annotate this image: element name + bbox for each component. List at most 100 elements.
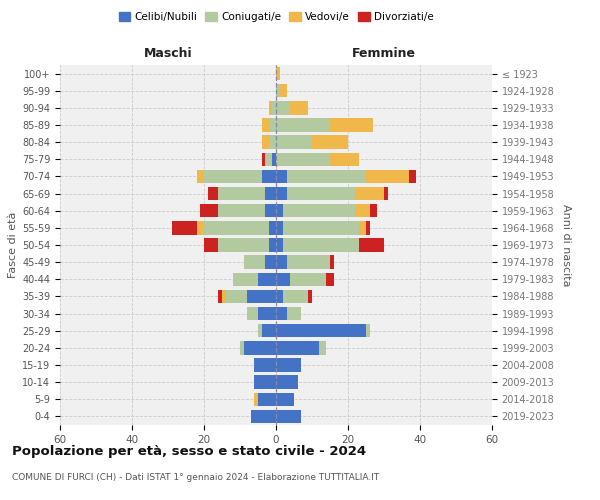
Bar xyxy=(269,221,276,234)
Bar xyxy=(276,101,290,114)
Bar xyxy=(283,238,359,252)
Bar xyxy=(276,272,290,286)
Bar xyxy=(218,238,269,252)
Bar xyxy=(276,324,366,338)
Bar xyxy=(287,307,301,320)
Text: Femmine: Femmine xyxy=(352,47,416,60)
Bar xyxy=(276,290,283,303)
Bar xyxy=(276,67,280,80)
Bar xyxy=(272,101,276,114)
Bar xyxy=(276,376,298,389)
Bar xyxy=(218,290,222,303)
Bar xyxy=(247,307,258,320)
Bar xyxy=(366,324,370,338)
Bar xyxy=(276,187,287,200)
Text: Maschi: Maschi xyxy=(143,47,193,60)
Bar xyxy=(409,170,416,183)
Bar xyxy=(283,221,359,234)
Bar xyxy=(262,118,269,132)
Bar xyxy=(276,204,283,218)
Bar xyxy=(290,101,308,114)
Bar xyxy=(262,136,269,149)
Bar xyxy=(312,136,348,149)
Bar xyxy=(204,170,262,183)
Bar xyxy=(204,238,218,252)
Bar xyxy=(254,358,276,372)
Bar xyxy=(265,256,276,269)
Bar xyxy=(265,187,276,200)
Bar xyxy=(240,341,244,354)
Bar xyxy=(251,410,276,423)
Bar xyxy=(276,238,283,252)
Bar xyxy=(330,152,359,166)
Bar xyxy=(276,392,294,406)
Bar xyxy=(283,290,308,303)
Bar xyxy=(269,118,276,132)
Bar xyxy=(308,290,312,303)
Bar xyxy=(247,290,276,303)
Bar xyxy=(276,170,287,183)
Y-axis label: Anni di nascita: Anni di nascita xyxy=(561,204,571,286)
Bar xyxy=(276,136,312,149)
Bar xyxy=(287,187,355,200)
Bar xyxy=(269,101,272,114)
Bar xyxy=(330,118,373,132)
Bar xyxy=(276,358,301,372)
Bar xyxy=(355,204,370,218)
Bar xyxy=(262,170,276,183)
Bar xyxy=(330,256,334,269)
Bar xyxy=(276,221,283,234)
Bar xyxy=(287,170,366,183)
Bar xyxy=(272,152,276,166)
Bar xyxy=(326,272,334,286)
Bar xyxy=(262,324,276,338)
Bar xyxy=(290,272,326,286)
Legend: Celibi/Nubili, Coniugati/e, Vedovi/e, Divorziati/e: Celibi/Nubili, Coniugati/e, Vedovi/e, Di… xyxy=(115,8,437,26)
Y-axis label: Fasce di età: Fasce di età xyxy=(8,212,18,278)
Bar xyxy=(287,256,330,269)
Bar xyxy=(197,221,204,234)
Bar xyxy=(218,187,265,200)
Bar xyxy=(204,221,269,234)
Bar xyxy=(276,84,280,98)
Text: Popolazione per età, sesso e stato civile - 2024: Popolazione per età, sesso e stato civil… xyxy=(12,445,366,458)
Bar xyxy=(370,204,377,218)
Bar xyxy=(283,204,355,218)
Bar xyxy=(276,341,319,354)
Bar xyxy=(269,136,276,149)
Bar xyxy=(276,256,287,269)
Bar xyxy=(208,187,218,200)
Bar xyxy=(265,204,276,218)
Bar xyxy=(276,410,301,423)
Bar xyxy=(258,307,276,320)
Bar xyxy=(222,290,226,303)
Bar xyxy=(359,238,384,252)
Bar xyxy=(244,341,276,354)
Bar xyxy=(226,290,247,303)
Bar xyxy=(254,376,276,389)
Bar xyxy=(366,221,370,234)
Bar xyxy=(244,256,265,269)
Bar xyxy=(319,341,326,354)
Bar xyxy=(233,272,258,286)
Bar xyxy=(258,324,262,338)
Bar xyxy=(366,170,409,183)
Bar xyxy=(384,187,388,200)
Bar xyxy=(276,307,287,320)
Bar xyxy=(359,221,366,234)
Bar xyxy=(258,392,276,406)
Bar xyxy=(265,152,272,166)
Bar xyxy=(280,84,287,98)
Bar xyxy=(218,204,265,218)
Bar xyxy=(276,152,330,166)
Bar xyxy=(276,118,330,132)
Bar xyxy=(262,152,265,166)
Bar xyxy=(355,187,384,200)
Bar xyxy=(197,170,204,183)
Text: COMUNE DI FURCI (CH) - Dati ISTAT 1° gennaio 2024 - Elaborazione TUTTITALIA.IT: COMUNE DI FURCI (CH) - Dati ISTAT 1° gen… xyxy=(12,472,379,482)
Bar xyxy=(258,272,276,286)
Bar xyxy=(200,204,218,218)
Bar xyxy=(269,238,276,252)
Bar xyxy=(172,221,197,234)
Bar xyxy=(254,392,258,406)
